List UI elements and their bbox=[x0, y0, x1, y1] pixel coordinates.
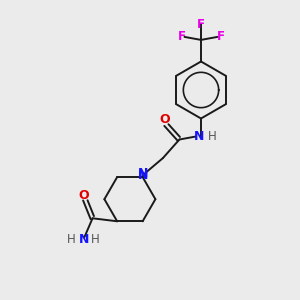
Text: H: H bbox=[67, 233, 76, 246]
Text: N: N bbox=[137, 169, 148, 182]
Text: N: N bbox=[138, 167, 148, 180]
Text: O: O bbox=[78, 189, 89, 202]
Text: H: H bbox=[208, 130, 217, 143]
Text: N: N bbox=[79, 233, 89, 246]
Text: F: F bbox=[217, 30, 224, 44]
Text: O: O bbox=[159, 113, 170, 127]
Text: F: F bbox=[178, 30, 185, 44]
Text: N: N bbox=[194, 130, 205, 143]
Text: F: F bbox=[197, 18, 205, 31]
Text: H: H bbox=[91, 233, 100, 246]
